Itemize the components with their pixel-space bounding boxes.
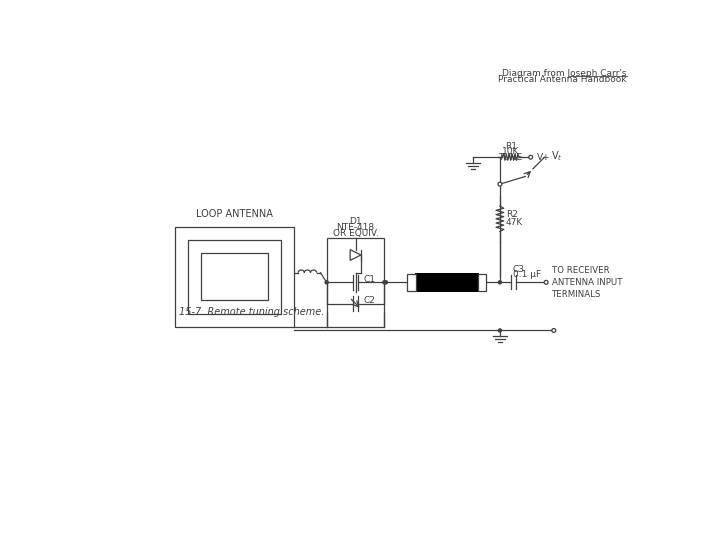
Text: 10K: 10K bbox=[502, 147, 519, 156]
Circle shape bbox=[528, 156, 533, 159]
Text: NTE-418: NTE-418 bbox=[336, 223, 374, 232]
Text: LOOP ANTENNA: LOOP ANTENNA bbox=[196, 209, 273, 219]
Text: D1: D1 bbox=[349, 217, 362, 226]
Circle shape bbox=[498, 281, 501, 284]
Text: 0.1 μF: 0.1 μF bbox=[513, 270, 541, 279]
Bar bbox=[327, 238, 384, 327]
Text: OR EQUIV.: OR EQUIV. bbox=[333, 229, 379, 238]
Bar bbox=[478, 274, 487, 291]
Text: TO RECEIVER
ANTENNA INPUT
TERMINALS: TO RECEIVER ANTENNA INPUT TERMINALS bbox=[552, 266, 623, 299]
Circle shape bbox=[544, 280, 548, 284]
Text: Diagram from Joseph Carr's: Diagram from Joseph Carr's bbox=[503, 69, 627, 78]
Text: C2: C2 bbox=[364, 296, 376, 305]
Circle shape bbox=[383, 281, 386, 284]
Text: Practical Antenna Handbook: Practical Antenna Handbook bbox=[498, 75, 627, 84]
Text: C3: C3 bbox=[513, 265, 525, 274]
Text: C1: C1 bbox=[364, 275, 376, 284]
Text: V+: V+ bbox=[537, 153, 551, 161]
Text: V$_t$: V$_t$ bbox=[551, 148, 562, 163]
Text: 15-7  Remote tuning scheme.: 15-7 Remote tuning scheme. bbox=[179, 307, 324, 318]
Circle shape bbox=[384, 281, 387, 284]
Text: 47K: 47K bbox=[506, 218, 523, 227]
Bar bbox=[201, 253, 268, 300]
Text: TUNE: TUNE bbox=[498, 153, 523, 161]
Circle shape bbox=[552, 328, 556, 333]
Bar bbox=[415, 273, 479, 292]
Bar bbox=[407, 274, 415, 291]
Circle shape bbox=[498, 329, 501, 332]
Circle shape bbox=[498, 182, 502, 186]
Text: R1: R1 bbox=[505, 142, 517, 151]
Bar bbox=[175, 226, 294, 327]
Circle shape bbox=[325, 281, 328, 284]
Bar bbox=[188, 240, 282, 314]
Text: R2: R2 bbox=[506, 211, 518, 219]
